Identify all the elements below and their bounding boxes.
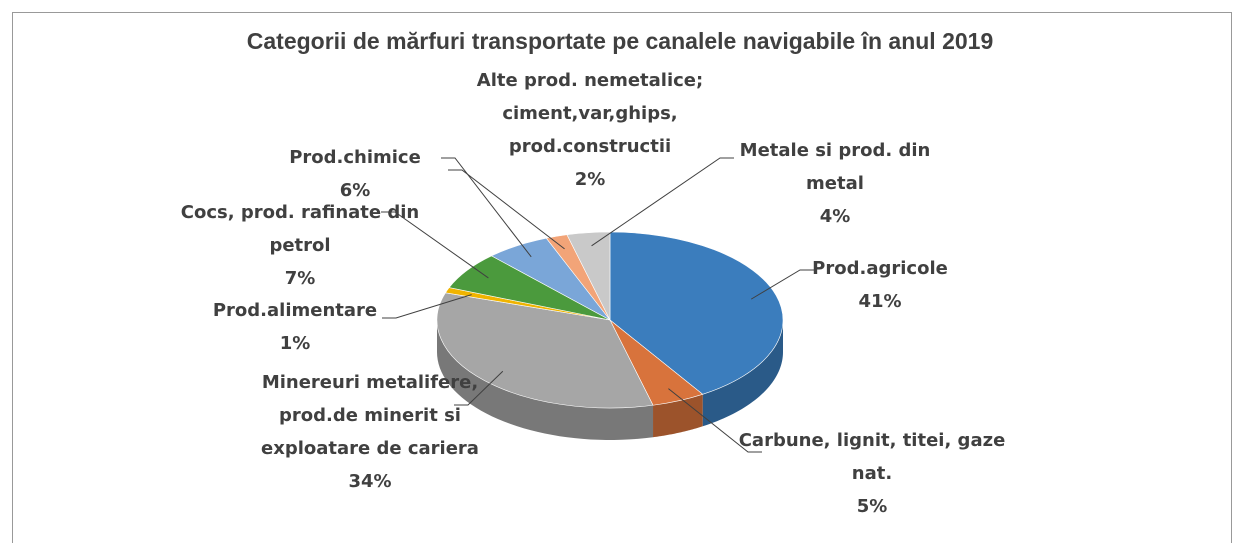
leader-line <box>591 157 734 247</box>
label-value: 5% <box>856 496 888 517</box>
leader-line <box>441 157 532 258</box>
leader-line <box>448 169 565 250</box>
label-value: 7% <box>284 268 316 289</box>
pie-slice-side <box>437 320 654 440</box>
data-label: Metale si prod. din metal 4% <box>715 134 955 233</box>
pie-slice-side <box>653 394 703 438</box>
leader-line <box>750 269 814 300</box>
label-name: Prod.alimentare <box>212 300 378 321</box>
data-label: Cocs, prod. rafinate din petrol 7% <box>180 196 420 295</box>
pie-slice-side <box>702 320 783 427</box>
leader-line <box>382 294 472 319</box>
label-name: Prod.chimice <box>289 147 421 168</box>
leader-line <box>454 370 504 406</box>
data-label: Prod.agricole 41% <box>780 252 980 318</box>
data-label: Carbune, lignit, titei, gaze nat. 5% <box>737 424 1007 523</box>
data-label: Alte prod. nemetalice; ciment,var,ghips,… <box>465 64 715 196</box>
label-value: 1% <box>279 333 311 354</box>
pie-slice <box>566 231 611 321</box>
data-label: Minereuri metalifere, prod.de minerit si… <box>255 366 485 498</box>
data-label: Prod.alimentare 1% <box>190 294 400 360</box>
chart-title: Categorii de mărfuri transportate pe can… <box>246 28 994 54</box>
data-label: Prod.chimice 6% <box>255 141 455 207</box>
pie-slice <box>609 231 784 395</box>
leader-line <box>668 388 762 453</box>
label-value: 2% <box>574 169 606 190</box>
chart-frame <box>12 12 1232 543</box>
label-value: 6% <box>339 180 371 201</box>
label-value: 41% <box>858 291 902 312</box>
leader-line <box>381 211 489 279</box>
pie-slice <box>436 292 654 409</box>
label-name: Prod.agricole <box>812 258 948 279</box>
label-name: Minereuri metalifere, prod.de minerit si… <box>261 372 479 459</box>
label-name: Cocs, prod. rafinate din petrol <box>180 202 420 256</box>
label-name: Carbune, lignit, titei, gaze nat. <box>738 430 1006 484</box>
label-name: Metale si prod. din metal <box>739 140 931 194</box>
label-value: 4% <box>819 206 851 227</box>
label-name: Alte prod. nemetalice; ciment,var,ghips,… <box>476 70 704 157</box>
label-value: 34% <box>348 471 392 492</box>
